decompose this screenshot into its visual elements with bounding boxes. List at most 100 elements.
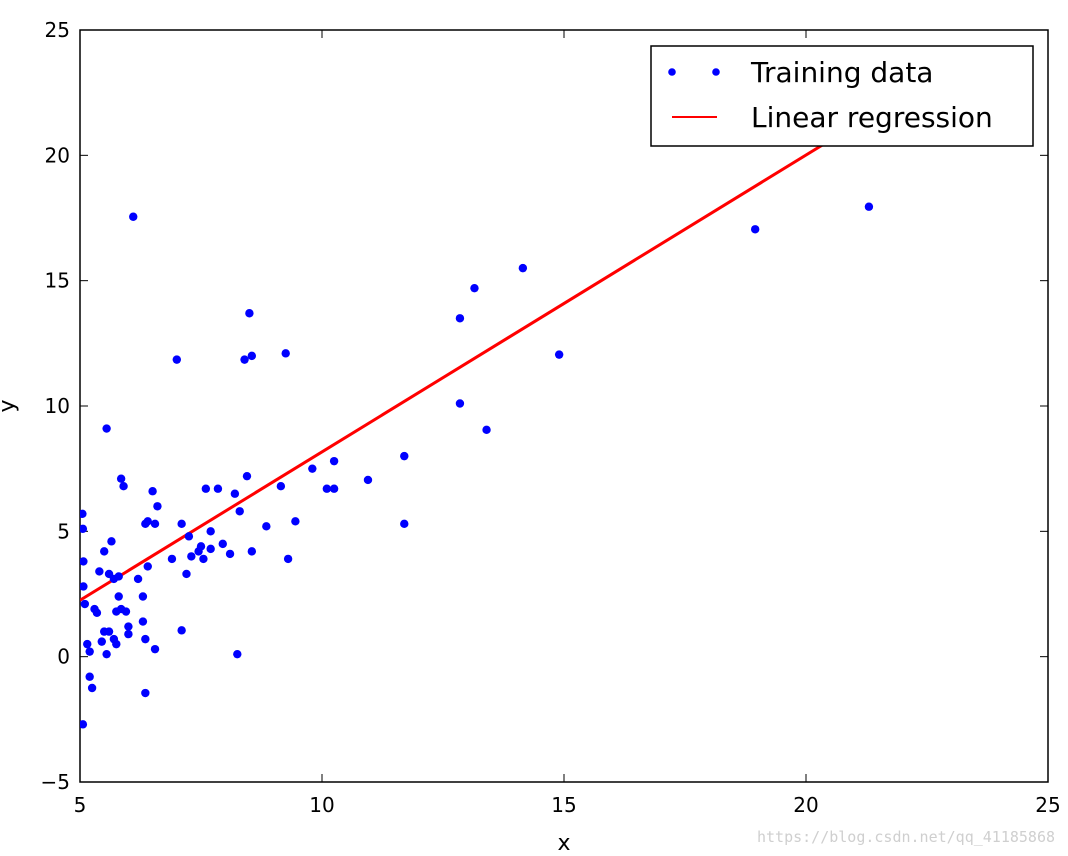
legend-training-dot-1: [668, 68, 676, 76]
training-data-point: [138, 592, 148, 601]
training-data-point: [80, 557, 88, 566]
training-data-point: [124, 629, 133, 639]
training-data-point: [143, 517, 152, 526]
legend-regression-label: Linear regression: [751, 101, 993, 134]
series-group: [80, 115, 874, 729]
training-data-point: [87, 683, 97, 693]
legend-training-label: Training data: [750, 56, 933, 89]
training-data-point: [102, 424, 111, 433]
training-data-point: [116, 474, 126, 483]
training-data-point: [230, 489, 240, 498]
training-data-point: [167, 554, 177, 564]
training-data-point: [864, 202, 874, 211]
y-tick-label: 5: [57, 519, 70, 543]
training-data-point: [85, 647, 94, 656]
training-data-point: [242, 471, 252, 481]
training-data-point: [150, 519, 160, 529]
training-data-point: [201, 484, 211, 493]
training-data-point: [218, 539, 227, 549]
y-axis-label: y: [0, 399, 20, 412]
training-data-point: [153, 502, 162, 511]
axes: 5 10 15 20 25 −5 0 5 10 15 20 25 x y: [0, 18, 1061, 856]
training-data-point: [262, 522, 271, 531]
y-tick-label: 15: [45, 269, 70, 293]
training-data-point: [172, 355, 181, 364]
x-tick-label: 10: [309, 793, 334, 817]
legend-box: [650, 45, 1034, 147]
training-data-point: [80, 524, 88, 534]
training-data-point: [400, 519, 409, 529]
training-data-point: [80, 599, 90, 609]
training-data-point: [206, 527, 215, 536]
training-data-point: [143, 562, 152, 571]
training-data-point: [182, 569, 191, 579]
training-data-point: [470, 283, 479, 293]
training-data-point: [129, 212, 138, 221]
training-data-point: [235, 507, 244, 516]
training-data-point: [80, 720, 88, 729]
training-data-point: [177, 626, 186, 635]
y-tick-label: 20: [45, 143, 70, 167]
training-data-point: [196, 542, 206, 551]
training-data-point: [247, 547, 257, 556]
training-data-point: [150, 644, 160, 654]
x-axis-label: x: [557, 831, 570, 856]
training-data-point: [148, 487, 157, 496]
x-tick-label: 15: [551, 793, 576, 817]
training-data-point: [95, 567, 104, 576]
training-data-point: [100, 547, 109, 556]
training-data-point: [141, 688, 150, 698]
training-data-point: [141, 634, 150, 644]
training-data-point: [247, 351, 257, 361]
training-data-point: [363, 475, 373, 485]
training-data-point: [138, 617, 148, 626]
training-data-point: [83, 639, 92, 649]
training-data-point: [283, 554, 293, 564]
training-data-point: [112, 639, 121, 649]
training-data-point: [187, 552, 196, 561]
training-data-point: [482, 425, 491, 435]
training-data-point: [518, 263, 528, 273]
training-data-point: [322, 484, 332, 493]
training-data-point: [119, 482, 128, 491]
training-data-point: [213, 484, 223, 493]
x-tick-label: 20: [793, 793, 818, 817]
training-data-point: [329, 456, 339, 466]
training-data-point: [133, 574, 143, 584]
training-data-point: [177, 519, 186, 529]
training-data-point: [291, 517, 300, 526]
x-tick-label: 25: [1035, 793, 1060, 817]
training-data-point: [245, 309, 254, 318]
training-data-point: [107, 537, 116, 546]
training-data-point: [80, 582, 88, 591]
training-data-point: [308, 464, 317, 473]
training-data-point: [104, 627, 114, 636]
legend: Training data Linear regression: [650, 45, 1034, 147]
watermark-text: https://blog.csdn.net/qq_41185868: [757, 828, 1055, 846]
plot-background: [80, 30, 1048, 782]
legend-training-dot-2: [712, 68, 720, 76]
training-data-point: [80, 509, 87, 518]
training-data-point: [400, 451, 409, 461]
training-data-point: [281, 349, 290, 358]
y-tick-label: −5: [41, 770, 70, 794]
training-data-point: [114, 592, 123, 601]
training-data-point: [102, 649, 111, 659]
y-tick-label: 10: [45, 394, 70, 418]
training-data-point: [92, 608, 102, 617]
training-data-point: [455, 399, 465, 408]
training-data-point: [184, 532, 194, 541]
training-data-point: [114, 572, 123, 581]
training-data-point: [240, 355, 249, 364]
y-tick-label: 0: [57, 645, 70, 669]
training-data-point: [124, 622, 133, 631]
training-data-point: [97, 637, 106, 646]
training-data-point: [206, 544, 215, 554]
y-tick-label: 25: [45, 18, 70, 42]
training-data-point: [554, 350, 564, 359]
training-data-point: [199, 554, 208, 564]
training-data-point: [276, 482, 286, 491]
training-data-point: [121, 607, 131, 616]
